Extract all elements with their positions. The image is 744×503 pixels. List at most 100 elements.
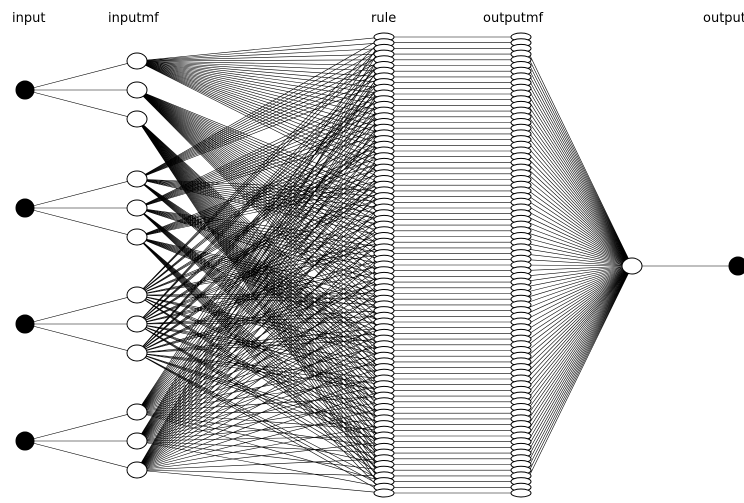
edge-mf-rule: [136, 89, 385, 340]
edge-outputmf-output: [520, 202, 633, 267]
edge-outputmf-output: [520, 76, 633, 267]
edge-mf-rule: [136, 207, 385, 420]
edge-mf-rule: [136, 207, 385, 266]
edge-mf-rule: [136, 178, 385, 374]
inputmf-node: [126, 81, 148, 99]
edge-mf-rule: [136, 118, 385, 351]
edge-outputmf-output: [520, 265, 633, 277]
edge-mf-rule: [136, 207, 385, 397]
edge-mf-rule: [136, 118, 385, 363]
edge-mf-rule: [136, 60, 385, 169]
edge-mf-rule: [136, 207, 385, 249]
edge-outputmf-output: [520, 265, 633, 311]
edge-mf-rule: [136, 60, 385, 100]
edge-outputmf-output: [520, 207, 633, 267]
edge-mf-rule: [136, 60, 385, 95]
edge-mf-rule: [136, 469, 385, 477]
edge-outputmf-output: [520, 265, 633, 397]
edge-outputmf-output: [520, 42, 633, 267]
edge-outputmf-output: [520, 265, 633, 408]
edge-outputmf-output: [520, 105, 633, 267]
edge-outputmf-output: [520, 265, 633, 351]
edge-outputmf-output: [520, 265, 633, 346]
edge-mf-rule: [136, 60, 385, 89]
edge-mf-rule: [136, 207, 385, 277]
edge-mf-rule: [136, 42, 385, 62]
edge-outputmf-output: [520, 265, 633, 300]
edge-mf-rule: [136, 156, 385, 238]
inputmf-node: [126, 344, 148, 362]
final-output-node: [728, 256, 744, 276]
edge-mf-rule: [136, 89, 385, 260]
edge-mf-rule: [136, 395, 385, 413]
layer-label-rule: rule: [371, 11, 396, 26]
edge-mf-rule: [136, 352, 385, 488]
edge-mf-rule: [136, 118, 385, 420]
edge-mf-rule: [136, 118, 385, 391]
edge-mf-rule: [136, 60, 385, 135]
edge-mf-rule: [136, 60, 385, 123]
edge-mf-rule: [136, 352, 385, 494]
edge-outputmf-output: [520, 259, 633, 267]
edge-mf-rule: [136, 207, 385, 408]
edge-mf-rule: [136, 105, 385, 209]
edge-outputmf-output: [520, 265, 633, 323]
edge-outputmf-output: [520, 236, 633, 267]
edge-mf-rule: [136, 118, 385, 437]
edge-input-mf: [24, 178, 138, 209]
edge-mf-rule: [136, 178, 385, 385]
edge-mf-rule: [136, 89, 385, 323]
edge-mf-rule: [136, 116, 385, 209]
edge-outputmf-output: [520, 36, 633, 267]
edge-mf-rule: [136, 178, 385, 220]
rule-node: [373, 488, 395, 498]
edge-mf-rule: [136, 60, 385, 180]
edge-mf-rule: [136, 89, 385, 294]
edge-mf-rule: [136, 276, 385, 354]
edge-mf-rule: [136, 344, 385, 413]
edge-mf-rule: [136, 60, 385, 83]
edge-mf-rule: [136, 93, 385, 209]
edge-outputmf-output: [520, 65, 633, 267]
inputmf-node: [126, 110, 148, 128]
edge-mf-rule: [136, 89, 385, 306]
edge-mf-rule: [136, 178, 385, 197]
edge-outputmf-output: [520, 93, 633, 267]
edge-mf-rule: [136, 89, 385, 271]
edge-outputmf-output: [520, 265, 633, 420]
edge-outputmf-output: [520, 265, 633, 289]
edge-mf-rule: [136, 276, 385, 413]
edge-mf-rule: [136, 411, 385, 431]
edge-mf-rule: [136, 60, 385, 152]
edge-mf-rule: [136, 236, 385, 454]
edge-mf-rule: [136, 352, 385, 482]
edge-mf-rule: [136, 178, 385, 363]
input-node: [15, 198, 35, 218]
edge-mf-rule: [136, 89, 385, 214]
edge-mf-rule: [136, 178, 385, 209]
edge-mf-rule: [136, 89, 385, 203]
edge-outputmf-output: [520, 265, 633, 363]
edge-outputmf-output: [520, 230, 633, 267]
inputmf-node: [126, 228, 148, 246]
edge-outputmf-output: [520, 265, 633, 283]
edge-mf-rule: [136, 178, 385, 226]
edge-outputmf-output: [520, 265, 633, 431]
edge-mf-rule: [136, 236, 385, 465]
edge-mf-rule: [136, 236, 385, 471]
edge-mf-rule: [136, 236, 385, 311]
edge-outputmf-output: [520, 88, 633, 267]
edge-mf-rule: [136, 178, 385, 380]
output-node: [621, 257, 643, 275]
edge-mf-rule: [136, 118, 385, 397]
edge-mf-rule: [136, 89, 385, 328]
edge-mf-rule: [136, 89, 385, 277]
edge-mf-rule: [136, 207, 385, 431]
edge-outputmf-output: [520, 265, 633, 448]
inputmf-node: [126, 461, 148, 479]
edge-mf-rule: [136, 89, 385, 283]
edge-mf-rule: [136, 150, 385, 238]
edge-mf-rule: [136, 89, 385, 243]
edge-mf-rule: [136, 105, 385, 413]
